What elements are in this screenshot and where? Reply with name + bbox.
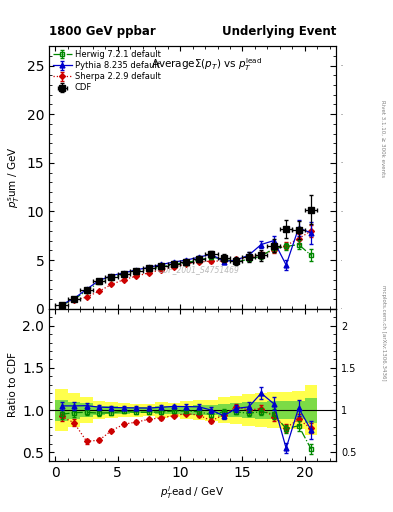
Text: Rivet 3.1.10, ≥ 300k events: Rivet 3.1.10, ≥ 300k events <box>381 100 386 177</box>
Y-axis label: Ratio to CDF: Ratio to CDF <box>8 352 18 417</box>
Text: 1800 GeV ppbar: 1800 GeV ppbar <box>49 26 156 38</box>
Text: mcplots.cern.ch [arXiv:1306.3436]: mcplots.cern.ch [arXiv:1306.3436] <box>381 285 386 380</box>
Text: Underlying Event: Underlying Event <box>222 26 336 38</box>
Y-axis label: $p_T^{\rm s}$um / GeV: $p_T^{\rm s}$um / GeV <box>7 146 22 208</box>
Text: CDF_2001_S4751469: CDF_2001_S4751469 <box>157 266 239 274</box>
X-axis label: $p_T^l$ead / GeV: $p_T^l$ead / GeV <box>160 484 225 501</box>
Legend: Herwig 7.2.1 default, Pythia 8.235 default, Sherpa 2.2.9 default, CDF: Herwig 7.2.1 default, Pythia 8.235 defau… <box>51 49 162 94</box>
Text: Average$\Sigma(p_T)$ vs $p_T^{\rm lead}$: Average$\Sigma(p_T)$ vs $p_T^{\rm lead}$ <box>151 57 263 73</box>
